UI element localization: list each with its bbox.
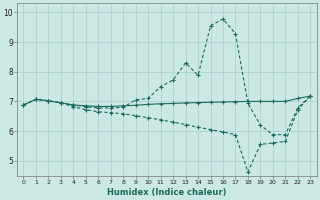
X-axis label: Humidex (Indice chaleur): Humidex (Indice chaleur) — [107, 188, 227, 197]
